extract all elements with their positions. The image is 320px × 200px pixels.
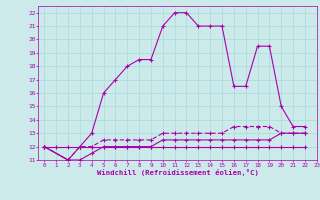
X-axis label: Windchill (Refroidissement éolien,°C): Windchill (Refroidissement éolien,°C) bbox=[97, 169, 259, 176]
